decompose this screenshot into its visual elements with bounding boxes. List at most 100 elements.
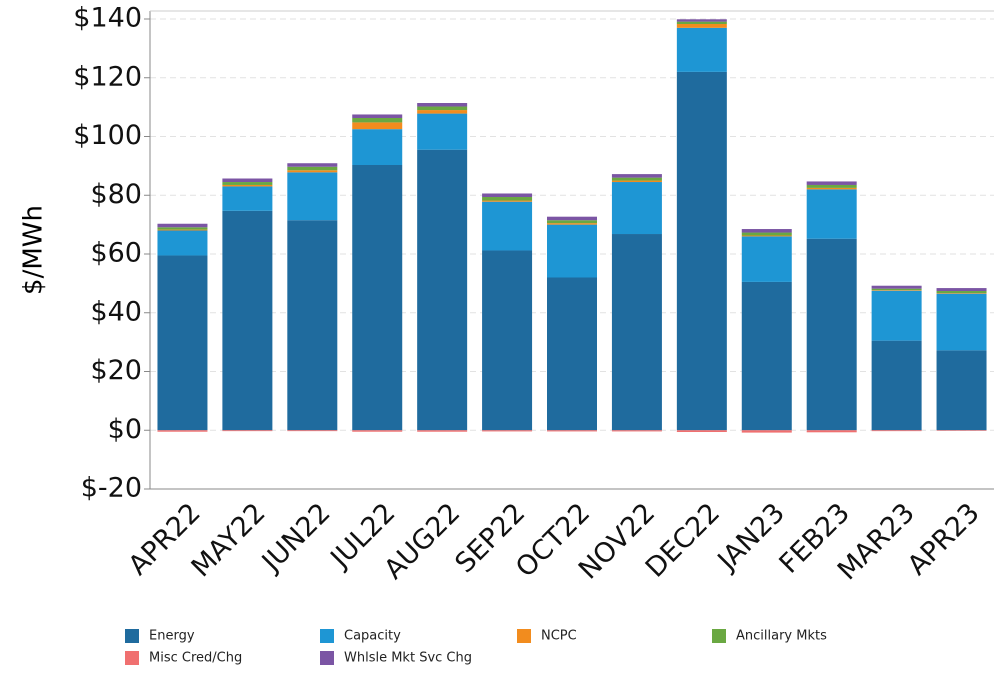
bar-segment xyxy=(157,255,208,431)
y-tick-label: $120 xyxy=(73,61,142,92)
y-tick-label: $40 xyxy=(90,296,142,327)
bar-segment xyxy=(352,129,403,165)
bar-segment xyxy=(287,430,338,432)
legend-swatch xyxy=(320,629,334,643)
y-tick-label: $0 xyxy=(108,414,142,445)
bar-segment xyxy=(871,340,922,431)
x-tick-label: MAY22 xyxy=(186,497,272,583)
bar-segment xyxy=(352,114,403,118)
bar-segment xyxy=(352,117,403,123)
bar-segment xyxy=(482,250,533,431)
bar-segment xyxy=(417,149,468,431)
bar-segment xyxy=(482,430,533,432)
y-tick-label: $60 xyxy=(90,238,142,269)
bar-segment xyxy=(871,430,922,432)
bar-segment xyxy=(222,178,273,183)
legend-swatch xyxy=(712,629,726,643)
bar-segment xyxy=(417,106,468,111)
bar-segment xyxy=(741,236,792,282)
bar-segment xyxy=(417,113,468,150)
bar-segment xyxy=(936,288,987,292)
bar-segment xyxy=(611,177,662,181)
bar-segment xyxy=(222,184,273,187)
y-tick-label: $100 xyxy=(73,120,142,151)
x-tick-label: JAN23 xyxy=(711,497,791,577)
bar-segment xyxy=(806,187,857,190)
bar-segment xyxy=(352,164,403,431)
bar-segment xyxy=(222,430,273,432)
bar-segment xyxy=(806,189,857,239)
bar-segment xyxy=(741,430,792,433)
bar-segment xyxy=(871,288,922,291)
y-axis-title: $/MWh xyxy=(19,205,49,295)
bar-segment xyxy=(222,182,273,185)
bar-segment xyxy=(222,186,273,211)
bar-segment xyxy=(157,230,208,256)
bar-segment xyxy=(222,210,273,431)
bar-segment xyxy=(806,184,857,188)
bar-segment xyxy=(741,229,792,233)
legend-label: Whlsle Mkt Svc Chg xyxy=(344,651,472,666)
bar-segment xyxy=(676,71,727,431)
bar-segment xyxy=(676,19,727,22)
bar-segment xyxy=(871,290,922,291)
bar-segment xyxy=(482,200,533,202)
x-tick-label: DEC22 xyxy=(640,497,726,583)
bar-segment xyxy=(157,227,208,230)
bar-segment xyxy=(741,235,792,237)
legend-swatch xyxy=(125,629,139,643)
bar-segment xyxy=(287,170,338,173)
bar-segment xyxy=(547,224,597,278)
bar-segment xyxy=(806,238,857,431)
bar-segment xyxy=(352,430,403,432)
bar-segment xyxy=(287,166,338,171)
bar-segment xyxy=(936,291,987,294)
bar-segment xyxy=(676,23,727,28)
bar-segment xyxy=(417,430,468,432)
legend-swatch xyxy=(125,651,139,665)
bar-segment xyxy=(936,430,987,431)
bar-segment xyxy=(676,430,727,433)
bar-segment xyxy=(871,290,922,341)
legend-label: Energy xyxy=(149,629,195,644)
bar-segment xyxy=(417,110,468,114)
bar-segment xyxy=(547,220,597,224)
legend-label: Misc Cred/Chg xyxy=(149,651,242,666)
y-tick-label: $-20 xyxy=(81,473,142,504)
y-tick-label: $80 xyxy=(90,179,142,210)
bar-segment xyxy=(676,27,727,72)
bar-segment xyxy=(611,182,662,235)
y-tick-label: $20 xyxy=(90,355,142,386)
bar-segment xyxy=(741,232,792,236)
legend-label: Capacity xyxy=(344,629,401,644)
bar-segment xyxy=(676,21,727,24)
bar-segment xyxy=(741,281,792,431)
bar-segment xyxy=(482,197,533,201)
bar-segment xyxy=(287,163,338,167)
bar-segment xyxy=(936,350,987,431)
bar-segment xyxy=(547,216,597,221)
legend-label: NCPC xyxy=(541,629,577,644)
bar-segment xyxy=(806,181,857,185)
bar-segment xyxy=(611,430,662,432)
bar-segment xyxy=(157,229,208,231)
bar-segment xyxy=(482,193,533,198)
bar-segment xyxy=(936,293,987,351)
bar-segment xyxy=(157,430,208,432)
bar-segment xyxy=(611,180,662,183)
x-tick-label: APR23 xyxy=(902,497,986,581)
bar-segment xyxy=(417,103,468,107)
bar-segment xyxy=(936,293,987,294)
bar-segment xyxy=(806,430,857,433)
legend-swatch xyxy=(320,651,334,665)
x-tick-label: JUN22 xyxy=(255,497,337,579)
y-tick-label: $140 xyxy=(73,3,142,34)
legend-label: Ancillary Mkts xyxy=(736,629,827,644)
legend-swatch xyxy=(517,629,531,643)
bar-segment xyxy=(287,220,338,431)
bar-segment xyxy=(611,234,662,431)
bar-segment xyxy=(547,277,597,431)
bar-segment xyxy=(157,223,208,228)
bar-segment xyxy=(871,285,922,289)
